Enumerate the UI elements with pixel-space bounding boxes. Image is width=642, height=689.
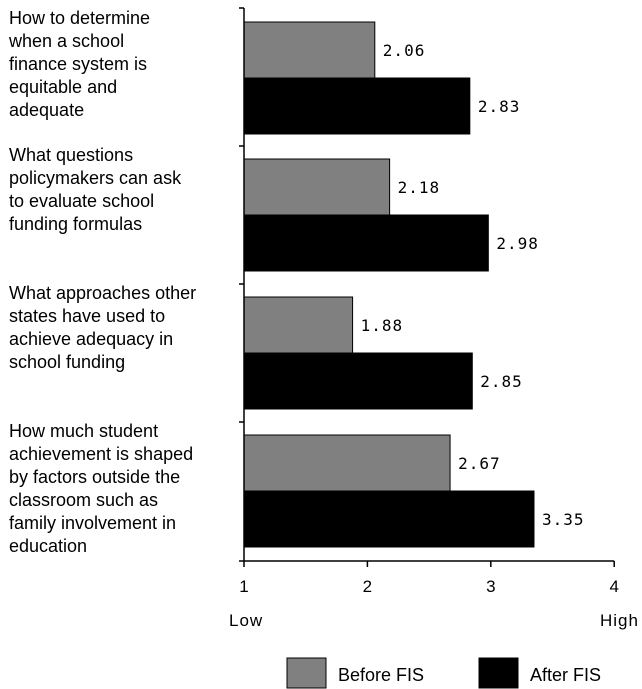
bar-before-fis-2 — [243, 158, 391, 216]
bar-before-fis-4 — [243, 434, 451, 492]
data-label: 2.06 — [383, 41, 426, 60]
legend-label: Before FIS — [338, 665, 424, 685]
x-tick-label: 1 — [239, 577, 248, 596]
bars: 2.06 2.18 1.88 2.67 2.83 2.98 2.85 3.35 — [243, 21, 585, 548]
bar-before-fis-3 — [243, 296, 354, 354]
legend-swatch — [286, 657, 327, 689]
data-label: 3.35 — [542, 510, 585, 529]
data-label: 1.88 — [361, 316, 404, 335]
bar-after-fis-4 — [243, 490, 535, 548]
bar-after-fis-1 — [243, 77, 471, 135]
category-label: How to determine when a school finance sys… — [8, 8, 150, 120]
bar-before-fis-1 — [243, 21, 376, 79]
legend: Before FIS After FIS — [286, 657, 601, 689]
x-axis: 1 2 3 4 — [239, 7, 619, 596]
data-label: 2.18 — [398, 178, 441, 197]
bar-after-fis-3 — [243, 352, 473, 410]
data-label: 2.67 — [458, 454, 501, 473]
legend-swatch — [478, 657, 519, 689]
data-label: 2.98 — [496, 234, 539, 253]
x-axis-low-label: Low — [229, 611, 263, 630]
category-label: What questions policymakers can ask to eva… — [9, 145, 182, 234]
category-label: What approaches other states have used to… — [9, 283, 196, 372]
x-tick-label: 3 — [486, 577, 495, 596]
data-label: 2.85 — [480, 372, 523, 391]
category-labels: How to determine when a school finance sys… — [8, 8, 196, 556]
legend-label: After FIS — [530, 665, 601, 685]
x-tick-label: 2 — [363, 577, 372, 596]
x-tick-label: 4 — [609, 577, 618, 596]
bar-after-fis-2 — [243, 214, 489, 272]
x-axis-high-label: High — [600, 611, 639, 630]
data-label: 2.83 — [478, 97, 521, 116]
category-label: How much student achievement is shaped by … — [9, 421, 193, 556]
